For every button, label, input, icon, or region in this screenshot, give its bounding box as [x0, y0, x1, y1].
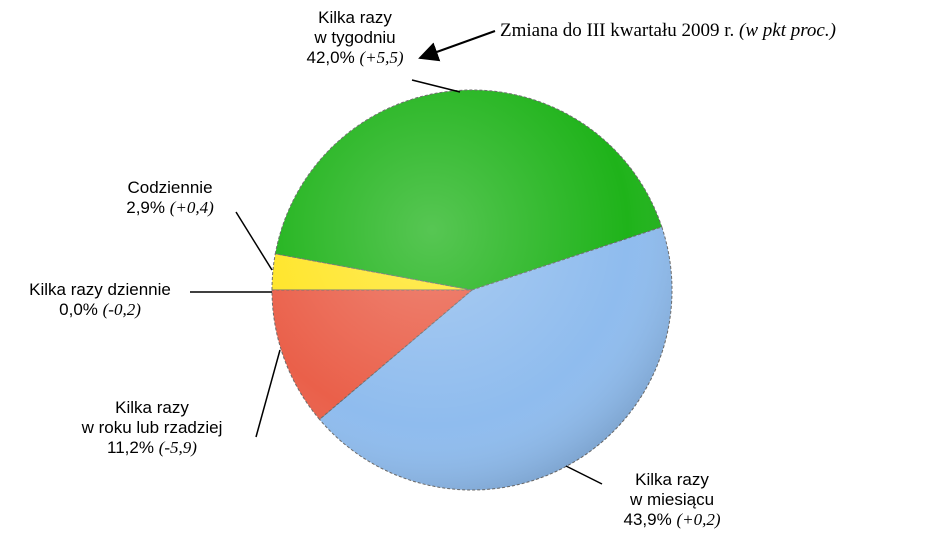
change-label: (+0,2) [676, 510, 721, 529]
change-label: (+0,4) [169, 198, 214, 217]
slice-label: Codziennie 2,9% (+0,4) [20, 178, 320, 218]
leader-line [255, 349, 281, 438]
value-label: 42,0% [306, 48, 355, 67]
leader-line [235, 211, 273, 271]
value-line: 43,9% (+0,2) [522, 510, 822, 530]
value-line: 42,0% (+5,5) [205, 48, 505, 68]
value-line: 0,0% (-0,2) [0, 300, 200, 320]
category-name: Kilka razy w roku lub rzadziej [81, 398, 223, 437]
value-label: 11,2% [107, 438, 154, 457]
value-line: 2,9% (+0,4) [20, 198, 320, 218]
category-name: Kilka razy w tygodniu [314, 8, 396, 47]
change-label: (-0,2) [102, 300, 141, 319]
slice-label: Kilka razy dziennie 0,0% (-0,2) [0, 280, 200, 320]
value-label: 0,0% [59, 300, 98, 319]
category-name: Codziennie [127, 178, 213, 197]
slice-label: Kilka razy w tygodniu 42,0% (+5,5) [205, 8, 505, 68]
leader-line [565, 465, 603, 485]
leader-line [411, 79, 461, 93]
annotation: Zmiana do III kwartału 2009 r. (w pkt pr… [500, 20, 836, 42]
slice-label: Kilka razy w roku lub rzadziej 11,2% (-5,… [2, 398, 302, 458]
annotation-text: Zmiana do III kwartału 2009 r. [500, 20, 735, 41]
category-name: Kilka razy w miesiącu [629, 470, 715, 509]
category-name: Kilka razy dziennie [29, 280, 171, 299]
annotation-arrow [418, 30, 496, 62]
change-label: (+5,5) [359, 48, 404, 67]
annotation-note: (w pkt proc.) [739, 20, 836, 41]
change-label: (-5,9) [158, 438, 197, 457]
slice-label: Kilka razy w miesiącu 43,9% (+0,2) [522, 470, 822, 530]
value-line: 11,2% (-5,9) [2, 438, 302, 458]
value-label: 2,9% [126, 198, 165, 217]
value-label: 43,9% [623, 510, 672, 529]
